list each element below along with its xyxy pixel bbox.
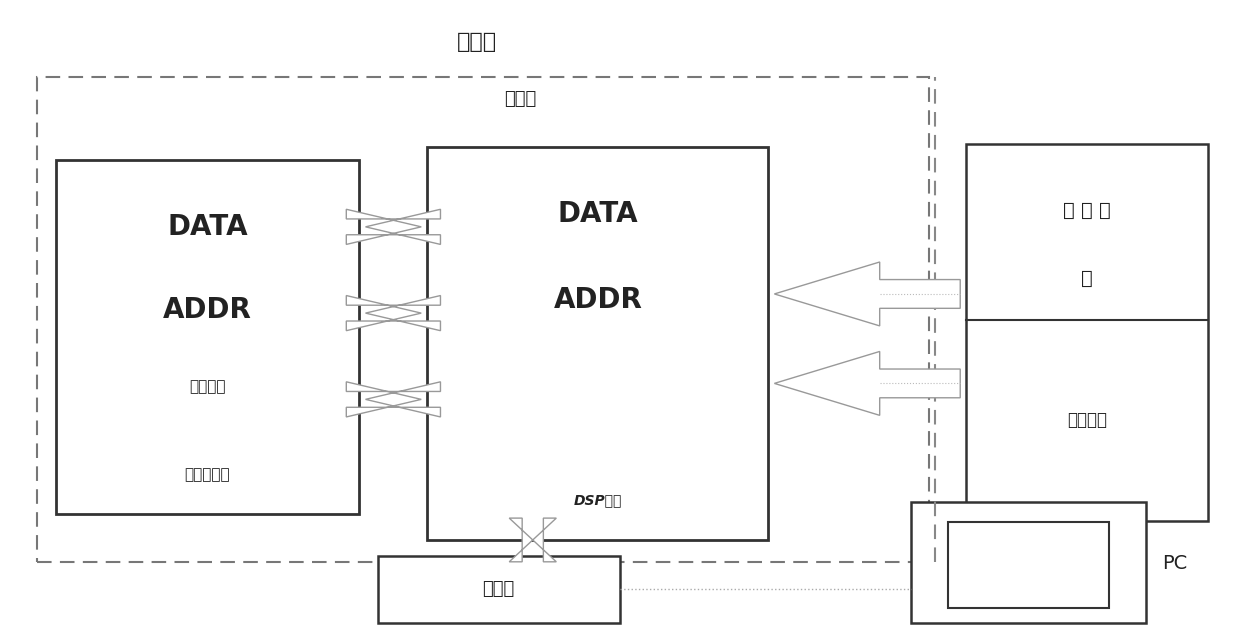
Polygon shape xyxy=(509,518,556,562)
Text: ADDR: ADDR xyxy=(164,296,252,324)
Bar xyxy=(37,77,929,562)
Polygon shape xyxy=(347,382,441,417)
Text: DATA: DATA xyxy=(558,200,638,228)
Text: DATA: DATA xyxy=(167,213,248,241)
Bar xyxy=(911,502,1146,623)
Text: 控 制 信: 控 制 信 xyxy=(1063,201,1111,220)
Text: 片选信号: 片选信号 xyxy=(190,379,225,394)
Bar xyxy=(427,147,768,540)
Polygon shape xyxy=(774,351,960,415)
Bar xyxy=(378,556,620,623)
Text: 测试系统: 测试系统 xyxy=(1067,411,1108,429)
Polygon shape xyxy=(347,210,441,244)
Text: 号: 号 xyxy=(1082,268,1093,288)
Polygon shape xyxy=(347,295,441,331)
Text: 仿真器: 仿真器 xyxy=(482,580,515,599)
Bar xyxy=(56,160,359,514)
Text: DSP器件: DSP器件 xyxy=(574,493,622,507)
Text: PC: PC xyxy=(1162,554,1187,573)
Bar xyxy=(948,522,1109,608)
Bar xyxy=(966,144,1208,521)
Text: ADDR: ADDR xyxy=(554,286,642,314)
Text: 适配器: 适配器 xyxy=(504,90,536,108)
Text: 开发板: 开发板 xyxy=(457,31,497,52)
Text: 片外存储器: 片外存储器 xyxy=(185,467,230,482)
Polygon shape xyxy=(774,262,960,326)
